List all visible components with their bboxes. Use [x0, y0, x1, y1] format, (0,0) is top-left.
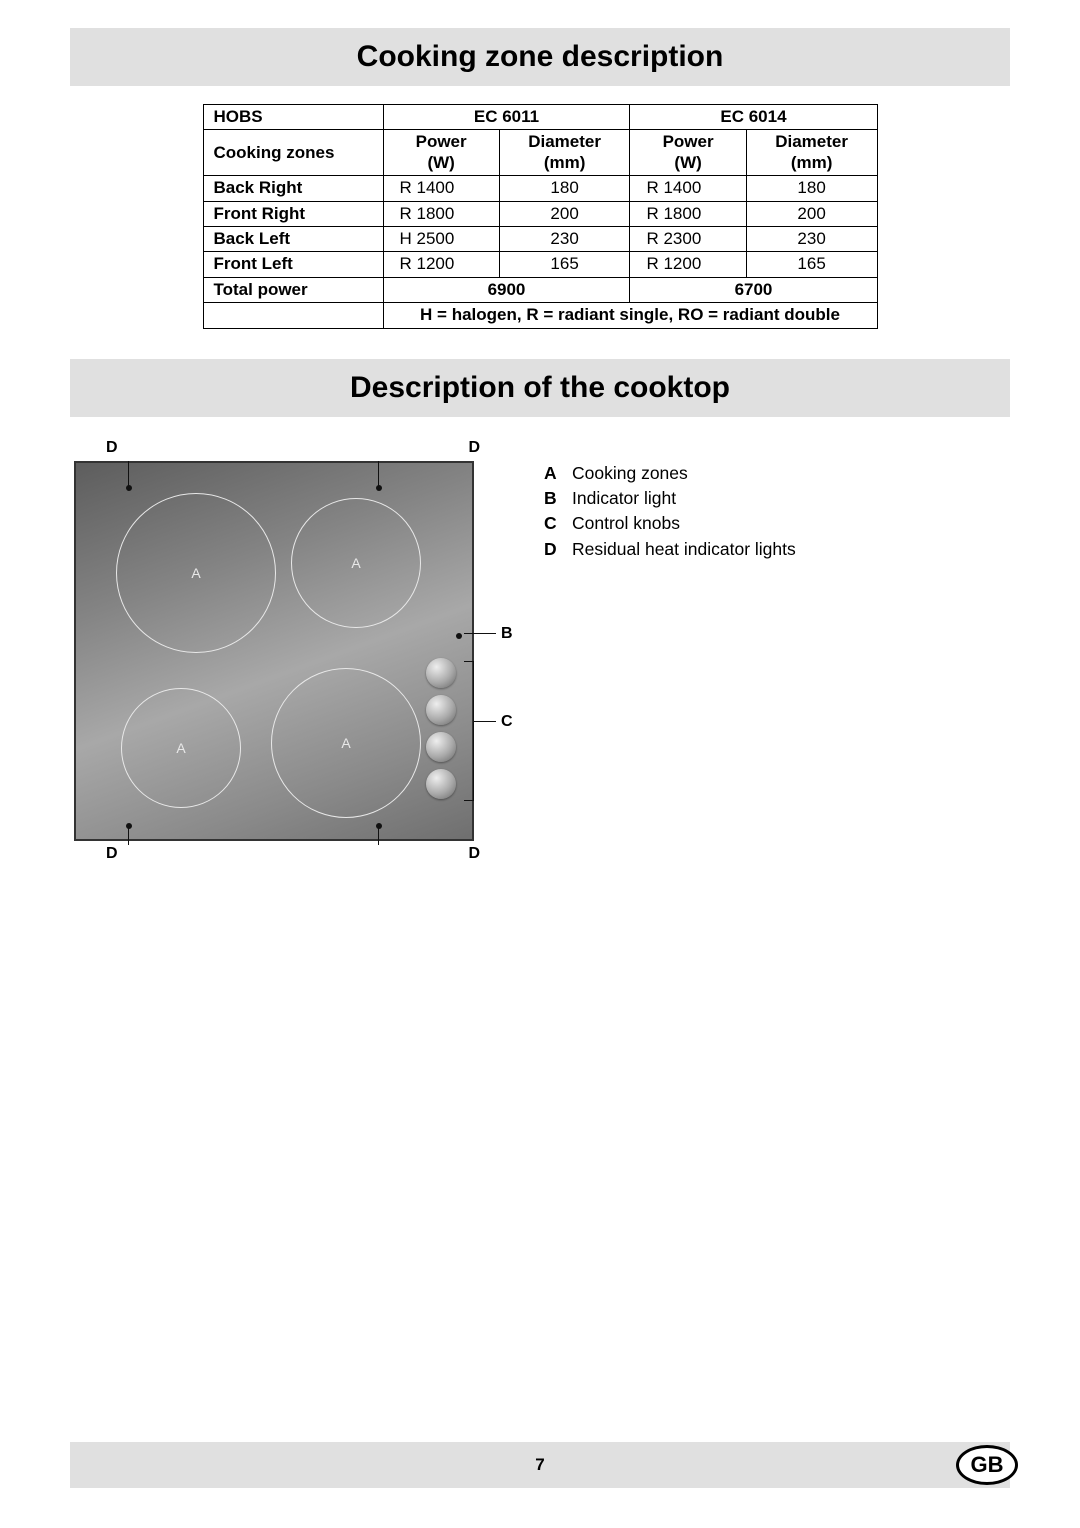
diagram-bottom-labels: D D	[74, 841, 504, 867]
control-knob-icon	[426, 658, 456, 688]
leader-line-D	[128, 461, 129, 487]
corner-label-D: D	[468, 439, 480, 457]
leader-line-B	[464, 633, 496, 634]
cooktop-section: D D B C A A A A D D ACooking zones BIndicat…	[70, 439, 1010, 867]
col-header-diameter: Diameter(mm)	[499, 130, 630, 176]
table-row: Front Left R 1200 165 R 1200 165	[203, 252, 877, 277]
cooktop-diagram-wrapper: D D B C AAAA D D	[74, 439, 504, 867]
residual-heat-indicator-icon	[126, 823, 132, 829]
table-row: Front Right R 1800 200 R 1800 200	[203, 201, 877, 226]
table-row: Back Left H 2500 230 R 2300 230	[203, 226, 877, 251]
cooking-zones-label: Cooking zones	[203, 130, 383, 176]
leader-line-D	[378, 825, 379, 845]
hobs-table: HOBS EC 6011 EC 6014 Cooking zones Power…	[203, 104, 878, 329]
model-header: EC 6011	[383, 105, 630, 130]
document-page: Cooking zone description HOBS EC 6011 EC…	[0, 0, 1080, 1528]
page-number: 7	[535, 1455, 544, 1475]
section-heading-cooktop: Description of the cooktop	[350, 371, 730, 405]
residual-heat-indicator-icon	[126, 485, 132, 491]
cooking-zone-circle: A	[271, 668, 421, 818]
control-knob-icon	[426, 695, 456, 725]
zone-label-A: A	[191, 565, 200, 581]
control-knob-icon	[426, 732, 456, 762]
table-row-footnote: H = halogen, R = radiant single, RO = ra…	[203, 303, 877, 328]
indicator-light-icon	[456, 633, 462, 639]
col-header-power: Power(W)	[383, 130, 499, 176]
corner-label-D: D	[468, 845, 480, 863]
col-header-diameter: Diameter(mm)	[746, 130, 877, 176]
table-row: Back Right R 1400 180 R 1400 180	[203, 176, 877, 201]
residual-heat-indicator-icon	[376, 823, 382, 829]
section-heading-bar: Description of the cooktop	[70, 359, 1010, 417]
control-knob-icon	[426, 769, 456, 799]
cooking-zone-circle: A	[121, 688, 241, 808]
legend-item-C: CControl knobs	[544, 511, 796, 536]
side-label-C: C	[501, 713, 513, 731]
legend-item-B: BIndicator light	[544, 486, 796, 511]
cooking-zone-circle: A	[116, 493, 276, 653]
zone-label-A: A	[341, 735, 350, 751]
leader-line-C	[474, 721, 496, 722]
model-header: EC 6014	[630, 105, 877, 130]
cooktop-legend: ACooking zones BIndicator light CControl…	[544, 439, 796, 563]
leader-line-D	[128, 825, 129, 845]
col-header-power: Power(W)	[630, 130, 746, 176]
cooktop-diagram: B C AAAA	[74, 461, 474, 841]
zone-label-A: A	[176, 740, 185, 756]
table-row-total: Total power 6900 6700	[203, 277, 877, 302]
diagram-top-labels: D D	[74, 439, 504, 461]
country-badge: GB	[956, 1445, 1018, 1485]
hobs-label: HOBS	[203, 105, 383, 130]
cooking-zone-circle: A	[291, 498, 421, 628]
residual-heat-indicator-icon	[376, 485, 382, 491]
corner-label-D: D	[106, 439, 118, 457]
side-label-B: B	[501, 625, 513, 643]
section-heading-cooking-zone: Cooking zone description	[357, 40, 724, 74]
knob-bracket	[464, 661, 474, 801]
corner-label-D: D	[106, 845, 118, 863]
legend-item-A: ACooking zones	[544, 461, 796, 486]
leader-line-D	[378, 461, 379, 487]
section-heading-bar: Cooking zone description	[70, 28, 1010, 86]
legend-item-D: DResidual heat indicator lights	[544, 537, 796, 562]
zone-label-A: A	[351, 555, 360, 571]
page-footer-bar: 7 GB	[70, 1442, 1010, 1488]
